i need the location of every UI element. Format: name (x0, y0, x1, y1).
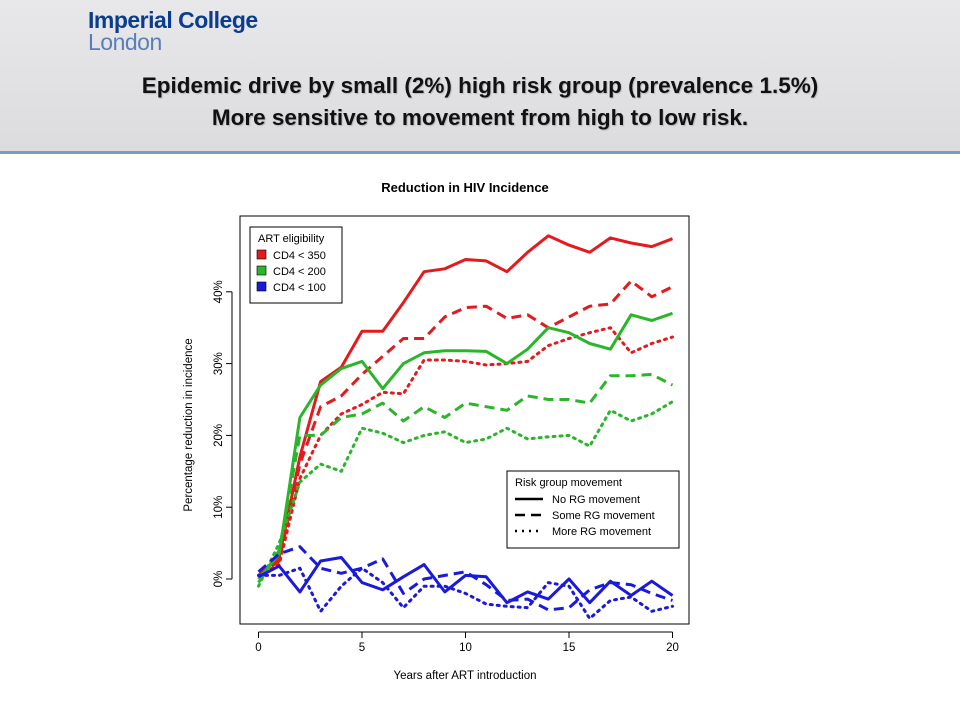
y-tick-label: 40% (213, 280, 225, 303)
logo-line-1: Imperial College (88, 7, 258, 33)
series-line-cd4200-dotted (257, 400, 674, 588)
series-line-cd4200-dashed (257, 372, 674, 584)
legend-entry-label: No RG movement (552, 494, 640, 506)
y-tick-label: 0% (213, 571, 225, 588)
series-line-cd4350-dashed (257, 279, 674, 577)
x-tick-label: 0 (255, 642, 261, 654)
y-tick-label: 30% (213, 352, 225, 375)
series-line-cd4100-solid (257, 556, 674, 605)
plot-frame (239, 215, 690, 625)
legend-entry-label: CD4 < 200 (273, 266, 326, 278)
logo-line-2: London (88, 29, 162, 55)
x-axis-label: Years after ART introduction (394, 670, 537, 682)
slide-title: Epidemic drive by small (2%) high risk g… (0, 70, 960, 134)
slide-title-line-1: Epidemic drive by small (2%) high risk g… (141, 73, 819, 98)
x-tick-label: 5 (359, 642, 365, 654)
y-tick-label: 20% (213, 424, 225, 447)
legend-swatch (256, 249, 267, 260)
y-tick-label: 10% (213, 496, 225, 519)
x-tick-label: 15 (563, 642, 576, 654)
legend-title: Risk group movement (515, 477, 622, 489)
y-axis-label: Percentage reduction in incidence (183, 338, 195, 511)
art-eligibility-legend: ART eligibility CD4 < 350 CD4 < 200 CD4 < 1… (249, 226, 343, 304)
legend-entry-label: CD4 < 350 (273, 250, 326, 262)
legend-swatch (256, 281, 267, 292)
slide-header (0, 0, 960, 151)
imperial-college-logo: Imperial College London (88, 7, 258, 55)
legend-entry-label: More RG movement (552, 526, 651, 538)
series-line-cd4100-dashed (257, 545, 673, 612)
header-divider (0, 151, 960, 154)
chart-title: Reduction in HIV Incidence (381, 180, 549, 195)
series-line-cd4200-solid (257, 311, 673, 580)
x-tick-label: 20 (666, 642, 679, 654)
legend-title: ART eligibility (258, 233, 325, 245)
risk-group-movement-legend: Risk group movement No RG movement Some RG… (506, 470, 680, 549)
x-tick-label: 10 (459, 642, 472, 654)
legend-swatch (256, 265, 267, 276)
legend-entry-label: Some RG movement (552, 510, 655, 522)
slide-title-line-2: More sensitive to movement from high to … (211, 105, 749, 130)
legend-box (506, 470, 680, 549)
legend-entry-label: CD4 < 100 (273, 282, 326, 294)
series-line-cd4100-dotted (257, 566, 674, 620)
series-line-cd4350-solid (257, 234, 674, 577)
